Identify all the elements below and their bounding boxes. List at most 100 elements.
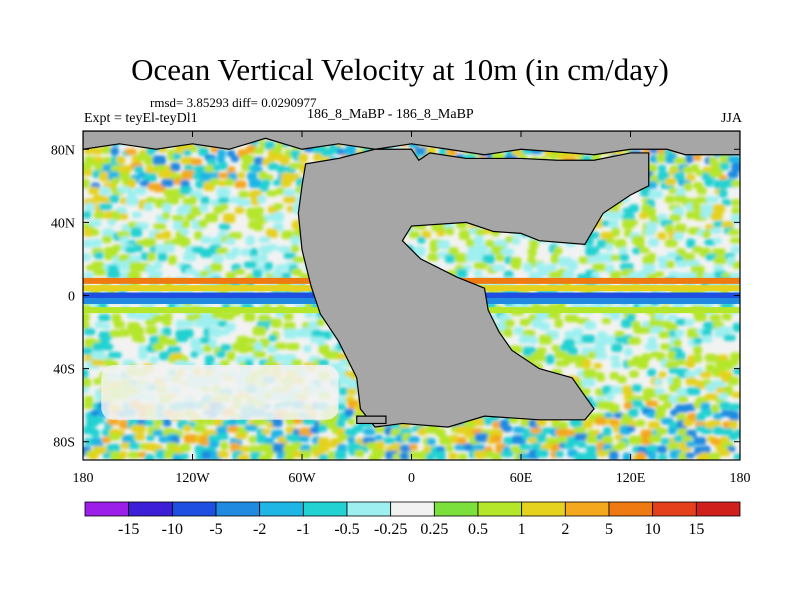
- field-cell: [445, 227, 455, 236]
- field-cell: [98, 331, 113, 341]
- field-cell: [713, 412, 723, 420]
- field-cell: [421, 230, 432, 239]
- field-cell: [338, 387, 348, 396]
- field-cell: [209, 178, 220, 186]
- colorbar-label: 2: [561, 521, 569, 538]
- field-cell: [732, 322, 740, 332]
- field-cell: [667, 350, 677, 361]
- field-cell: [686, 387, 701, 396]
- colorbar-swatch: [346, 501, 392, 517]
- field-cell: [604, 412, 613, 420]
- field-cell: [664, 239, 678, 248]
- field-cell: [219, 441, 229, 451]
- field-cell: [129, 261, 142, 272]
- x-tick-label: 60W: [288, 471, 316, 486]
- field-cell: [253, 147, 265, 155]
- field-cell: [595, 352, 608, 360]
- field-cell: [529, 239, 539, 249]
- land-polygon: [297, 148, 650, 428]
- field-cell: [83, 163, 92, 172]
- land-mask: [83, 131, 740, 428]
- field-cell: [444, 254, 456, 263]
- field-cell: [238, 190, 250, 199]
- field-cell: [655, 387, 665, 395]
- field-cell: [629, 219, 639, 226]
- field-cell: [699, 452, 710, 459]
- field-cell: [693, 153, 702, 162]
- field-cell: [155, 244, 168, 255]
- field-cell: [266, 190, 278, 197]
- field-cell: [162, 418, 172, 427]
- field-cell: [198, 436, 210, 446]
- field-cell: [653, 378, 663, 385]
- field-cell: [677, 396, 689, 403]
- field-cell: [709, 419, 722, 427]
- field-cell: [346, 388, 359, 395]
- field-cell: [253, 166, 263, 173]
- field-cell: [721, 312, 732, 321]
- field-cell: [685, 154, 694, 164]
- field-cell: [204, 164, 215, 174]
- field-cell: [685, 174, 696, 182]
- field-cell: [648, 450, 657, 460]
- field-cell: [544, 264, 557, 271]
- field-cell: [677, 428, 688, 438]
- field-cell: [594, 417, 608, 426]
- field-cell: [658, 371, 667, 378]
- field-cell: [90, 228, 100, 236]
- field-cell: [536, 432, 547, 443]
- field-cell: [236, 199, 251, 207]
- field-cell: [706, 196, 719, 203]
- field-cell: [673, 232, 684, 241]
- field-cell: [454, 253, 468, 263]
- field-cell: [594, 339, 606, 349]
- field-cell: [511, 237, 521, 245]
- field-cell: [100, 343, 114, 351]
- field-cell: [88, 219, 102, 227]
- field-cell: [648, 237, 659, 247]
- field-cell: [520, 419, 531, 427]
- field-cell: [407, 436, 420, 444]
- field-cell: [109, 329, 122, 338]
- field-cell: [91, 350, 106, 360]
- field-cell: [666, 251, 679, 259]
- field-cell: [682, 419, 694, 427]
- field-cell: [640, 326, 652, 334]
- field-cell: [577, 441, 587, 448]
- field-cell: [225, 252, 237, 260]
- field-cell: [473, 270, 483, 277]
- field-cell: [111, 313, 122, 323]
- season-label: JJA: [720, 111, 742, 126]
- field-cell: [665, 361, 679, 369]
- field-cell: [291, 244, 300, 253]
- field-cell: [529, 336, 538, 345]
- field-cell: [200, 196, 210, 205]
- field-cell: [272, 443, 286, 453]
- field-cell: [134, 187, 147, 195]
- field-cell: [191, 158, 203, 166]
- field-cell: [540, 443, 554, 451]
- field-cell: [696, 186, 707, 195]
- field-cell: [702, 335, 713, 343]
- field-cell: [199, 203, 209, 212]
- field-cell: [695, 196, 710, 204]
- field-cell: [683, 253, 695, 262]
- field-cell: [183, 424, 192, 433]
- field-cell: [705, 383, 717, 392]
- field-cell: [316, 318, 326, 327]
- field-cell: [656, 445, 668, 454]
- field-cell: [311, 329, 322, 339]
- field-cell: [240, 248, 251, 257]
- field-cell: [182, 320, 194, 328]
- field-cell: [83, 368, 89, 379]
- field-cell: [237, 454, 250, 460]
- field-cell: [336, 418, 345, 429]
- field-cell: [667, 427, 677, 435]
- field-cell: [673, 157, 688, 165]
- field-cell: [400, 427, 412, 435]
- colorbar-swatch: [477, 501, 523, 517]
- field-cell: [530, 442, 542, 450]
- field-cell: [371, 449, 385, 458]
- field-cell: [731, 162, 740, 172]
- field-cell: [145, 197, 156, 204]
